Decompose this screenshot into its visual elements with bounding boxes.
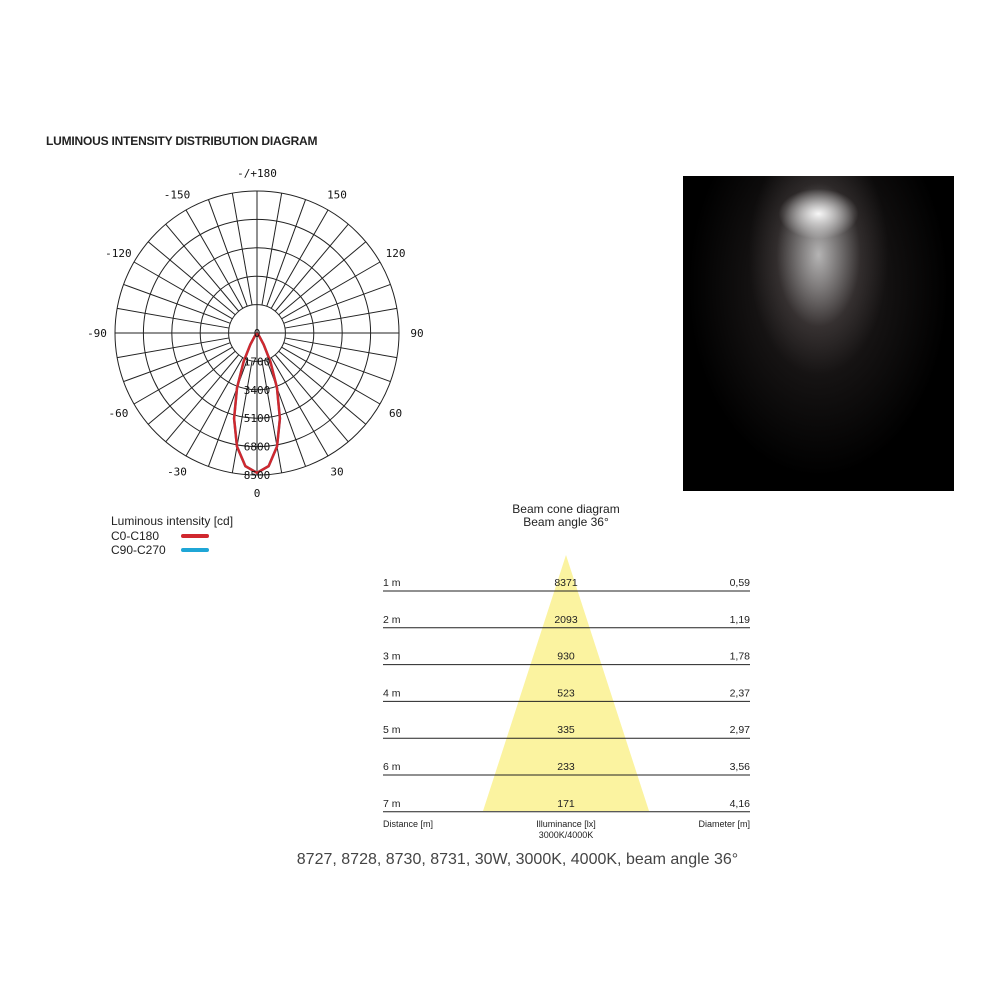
grid-spoke bbox=[281, 346, 381, 405]
diameter-header: Diameter [m] bbox=[698, 819, 750, 829]
diameter-value: 0,59 bbox=[730, 577, 751, 589]
illuminance-value: 523 bbox=[557, 687, 575, 699]
radial-tick-label: 5100 bbox=[244, 412, 271, 425]
grid-spoke bbox=[270, 209, 329, 309]
cone-subtitle: Beam angle 36° bbox=[523, 515, 609, 529]
legend: Luminous intensity [cd] C0-C180 C90-C270 bbox=[111, 514, 233, 558]
grid-spoke bbox=[185, 209, 244, 309]
legend-swatch bbox=[181, 533, 209, 538]
diameter-value: 1,78 bbox=[730, 651, 751, 663]
caption: 8727, 8728, 8730, 8731, 30W, 3000K, 4000… bbox=[296, 851, 739, 868]
diameter-value: 3,56 bbox=[730, 761, 751, 773]
radial-tick-label: 3400 bbox=[244, 384, 271, 397]
grid-spoke bbox=[123, 283, 231, 324]
distance-value: 4 m bbox=[383, 687, 401, 699]
grid-spoke bbox=[133, 261, 233, 320]
distance-value: 2 m bbox=[383, 614, 401, 626]
diameter-value: 1,19 bbox=[730, 614, 751, 626]
illuminance-value: 335 bbox=[557, 724, 575, 736]
legend-item-c90: C90-C270 bbox=[111, 543, 233, 558]
cone-title: Beam cone diagram Beam angle 36° bbox=[466, 503, 666, 529]
angle-label: 150 bbox=[327, 188, 347, 201]
grid-spoke bbox=[281, 261, 381, 320]
beam-cone-diagram: 1 m 8371 0,59 2 m 2093 1,19 3 m 930 1,78 4 m 523 2,… bbox=[383, 555, 751, 840]
angle-label: -150 bbox=[164, 188, 191, 201]
grid-spoke bbox=[207, 199, 248, 307]
angle-label: -60 bbox=[108, 407, 128, 420]
distance-value: 3 m bbox=[383, 651, 401, 663]
diameter-value: 2,37 bbox=[730, 687, 751, 699]
illuminance-value: 233 bbox=[557, 761, 575, 773]
angle-label: -120 bbox=[105, 247, 132, 260]
distance-value: 5 m bbox=[383, 724, 401, 736]
angle-label: 120 bbox=[386, 247, 406, 260]
grid-spoke bbox=[165, 223, 240, 312]
illuminance-value: 171 bbox=[557, 798, 575, 810]
grid-spoke bbox=[283, 342, 391, 383]
angle-label: 60 bbox=[389, 407, 402, 420]
distance-value: 1 m bbox=[383, 577, 401, 589]
distance-header: Distance [m] bbox=[383, 819, 433, 829]
grid-spoke bbox=[147, 241, 236, 316]
distance-value: 6 m bbox=[383, 761, 401, 773]
illuminance-header: Illuminance [lx] bbox=[536, 819, 596, 829]
radial-tick-label: 0 bbox=[254, 327, 261, 340]
diameter-value: 4,16 bbox=[730, 798, 751, 810]
angle-label: 30 bbox=[330, 466, 343, 479]
grid-spoke bbox=[231, 360, 253, 473]
angle-label: -30 bbox=[167, 466, 187, 479]
radial-tick-label: 1700 bbox=[244, 355, 271, 368]
legend-label: C0-C180 bbox=[111, 528, 160, 543]
series-curve bbox=[232, 332, 282, 475]
grid-spoke bbox=[123, 342, 231, 383]
grid-spoke bbox=[261, 360, 283, 473]
legend-label: C90-C270 bbox=[111, 543, 166, 557]
grid-spoke bbox=[284, 337, 397, 359]
light-beam-photo bbox=[683, 176, 954, 491]
beam-cone bbox=[483, 555, 649, 811]
diameter-value: 2,97 bbox=[730, 724, 751, 736]
polar-chart: -/+180 150 120 90 60 30 0 -30 -60 -90 -120 -150 0 170… bbox=[87, 167, 424, 500]
light-glow bbox=[683, 176, 954, 491]
grid-spoke bbox=[284, 307, 397, 329]
angle-label: -/+180 bbox=[237, 167, 277, 180]
diagram-title: LUMINOUS INTENSITY DISTRIBUTION DIAGRAM bbox=[46, 134, 318, 148]
grid-spoke bbox=[117, 337, 230, 359]
angle-label: 90 bbox=[410, 327, 423, 340]
grid-spoke bbox=[270, 357, 329, 457]
grid-spoke bbox=[274, 223, 349, 312]
angle-label: -90 bbox=[87, 327, 107, 340]
radial-tick-label: 8500 bbox=[244, 469, 271, 482]
grid-spoke bbox=[274, 354, 349, 443]
grid-spoke bbox=[278, 350, 367, 425]
grid-spoke bbox=[117, 307, 230, 329]
grid-spoke bbox=[147, 350, 236, 425]
illuminance-value: 2093 bbox=[554, 614, 578, 626]
grid-spoke bbox=[231, 193, 253, 306]
grid-spoke bbox=[283, 283, 391, 324]
angle-label: 0 bbox=[254, 487, 261, 500]
grid-spoke bbox=[261, 193, 283, 306]
distance-value: 7 m bbox=[383, 798, 401, 810]
grid-spoke bbox=[278, 241, 367, 316]
grid-spoke bbox=[266, 199, 307, 307]
legend-item-c0: C0-C180 bbox=[111, 529, 233, 544]
grid-spoke bbox=[185, 357, 244, 457]
legend-title: Luminous intensity [cd] bbox=[111, 514, 234, 528]
illuminance-subheader: 3000K/4000K bbox=[539, 830, 594, 840]
illuminance-value: 8371 bbox=[554, 577, 578, 589]
legend-swatch bbox=[181, 548, 209, 553]
illuminance-value: 930 bbox=[557, 651, 575, 663]
cone-title-text: Beam cone diagram bbox=[512, 502, 620, 516]
grid-spoke bbox=[165, 354, 240, 443]
grid-spoke bbox=[133, 346, 233, 405]
radial-tick-label: 6800 bbox=[244, 441, 271, 454]
